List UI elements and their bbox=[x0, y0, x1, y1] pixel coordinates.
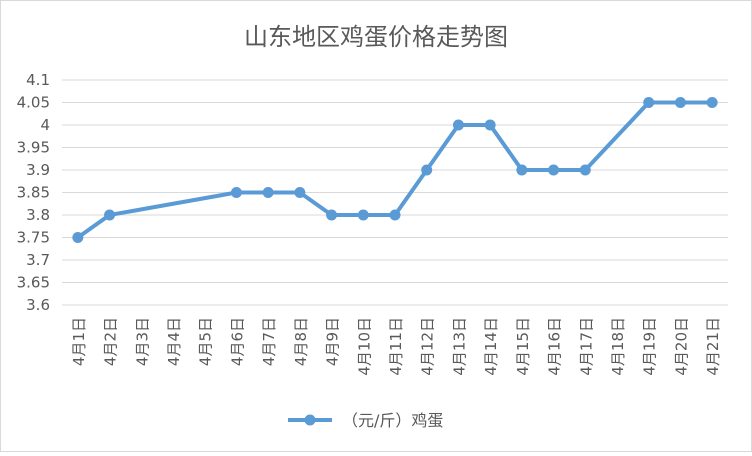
x-tick-label: 4月5日 bbox=[197, 317, 215, 366]
y-axis-ticks: 3.6 3.65 3.7 3.75 3.8 3.85 3.9 3.95 4 4.05 4.1 bbox=[17, 71, 50, 314]
y-tick-label: 3.75 bbox=[17, 229, 50, 247]
data-point bbox=[262, 187, 274, 198]
x-tick-label: 4月16日 bbox=[546, 317, 564, 376]
data-point bbox=[548, 164, 560, 176]
x-tick-label: 4月1日 bbox=[70, 317, 88, 366]
legend: （元/斤）鸡蛋 bbox=[288, 411, 443, 430]
legend-label: （元/斤）鸡蛋 bbox=[342, 411, 443, 430]
x-tick-label: 4月6日 bbox=[228, 317, 246, 366]
x-tick-label: 4月21日 bbox=[704, 317, 722, 376]
x-tick-label: 4月2日 bbox=[102, 317, 120, 366]
x-tick-label: 4月18日 bbox=[609, 317, 627, 376]
data-point bbox=[294, 187, 306, 198]
x-tick-label: 4月15日 bbox=[514, 317, 532, 376]
data-point bbox=[230, 187, 242, 198]
y-tick-label: 3.65 bbox=[17, 274, 50, 292]
data-point bbox=[104, 209, 116, 221]
data-point bbox=[516, 164, 528, 176]
data-point bbox=[579, 164, 591, 176]
data-point bbox=[452, 119, 464, 131]
x-tick-label: 4月7日 bbox=[260, 317, 278, 366]
legend-marker-icon bbox=[304, 414, 316, 426]
y-tick-label: 3.6 bbox=[26, 296, 50, 314]
y-tick-label: 3.9 bbox=[26, 161, 50, 179]
y-tick-label: 3.95 bbox=[17, 139, 50, 157]
y-tick-label: 4 bbox=[40, 116, 50, 134]
x-tick-label: 4月10日 bbox=[355, 317, 373, 376]
y-tick-label: 3.8 bbox=[26, 206, 50, 224]
data-point bbox=[357, 209, 369, 221]
data-point bbox=[421, 164, 433, 176]
y-tick-label: 4.05 bbox=[17, 94, 50, 112]
x-tick-label: 4月8日 bbox=[292, 317, 310, 366]
data-point bbox=[72, 232, 84, 243]
y-tick-label: 3.7 bbox=[26, 251, 50, 269]
data-point bbox=[643, 97, 655, 108]
data-point bbox=[326, 209, 338, 221]
x-tick-label: 4月11日 bbox=[387, 317, 405, 376]
x-tick-label: 4月4日 bbox=[165, 317, 183, 366]
x-tick-label: 4月3日 bbox=[133, 317, 151, 366]
x-tick-label: 4月14日 bbox=[482, 317, 500, 376]
series-layer bbox=[72, 97, 718, 243]
y-tick-label: 3.85 bbox=[17, 184, 50, 202]
x-tick-label: 4月9日 bbox=[324, 317, 342, 366]
x-tick-label: 4月17日 bbox=[577, 317, 595, 376]
data-point bbox=[674, 97, 686, 108]
data-point bbox=[484, 119, 496, 131]
x-tick-label: 4月13日 bbox=[450, 317, 468, 376]
x-axis-ticks: 4月1日 4月2日 4月3日 4月4日 4月5日 4月6日 4月7日 4月8日 4月9日 4月10… bbox=[70, 317, 722, 376]
data-point bbox=[706, 97, 718, 108]
chart-title: 山东地区鸡蛋价格走势图 bbox=[244, 23, 508, 51]
x-tick-label: 4月12日 bbox=[419, 317, 437, 376]
x-tick-label: 4月20日 bbox=[672, 317, 690, 376]
x-tick-label: 4月19日 bbox=[641, 317, 659, 376]
data-point bbox=[389, 209, 401, 221]
y-tick-label: 4.1 bbox=[26, 71, 50, 89]
